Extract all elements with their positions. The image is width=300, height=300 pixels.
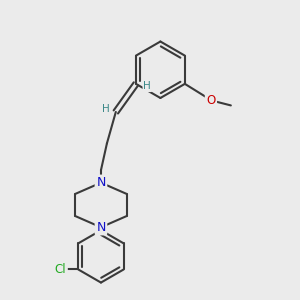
Text: Cl: Cl — [55, 263, 66, 276]
Text: O: O — [206, 94, 216, 106]
Text: N: N — [96, 176, 106, 189]
Text: H: H — [101, 104, 109, 114]
Text: H: H — [143, 81, 151, 91]
Text: N: N — [96, 221, 106, 234]
